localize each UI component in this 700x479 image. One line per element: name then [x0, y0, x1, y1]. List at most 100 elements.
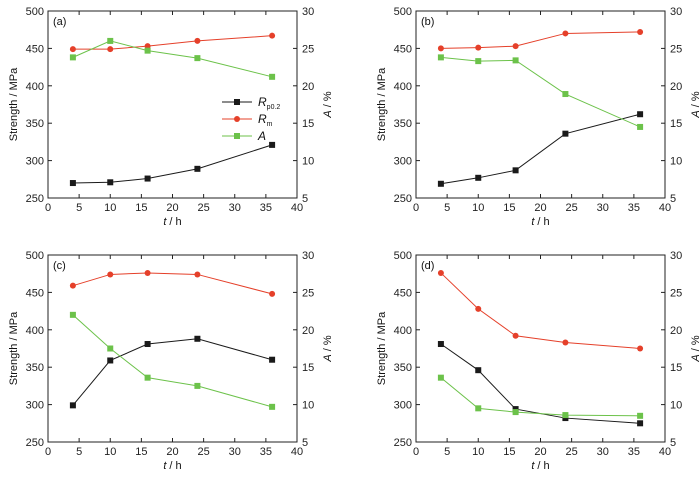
x-axis-title: t / h — [163, 216, 181, 228]
x-tick-label: 30 — [597, 446, 609, 458]
data-point-Rm — [69, 46, 76, 53]
chart-panel-4: 0 5 10 15 20 25 30 35 40 250 300 350 400 450 500 5 10 15 2… — [376, 250, 700, 472]
y-axis-title-left: Strength / MPa — [376, 311, 388, 385]
x-tick-label: 0 — [413, 202, 419, 214]
y-left-tick-label: 350 — [26, 362, 44, 374]
y-axis-title-right: A / % — [322, 91, 334, 119]
y-right-tick-label: 5 — [302, 193, 308, 205]
data-point-A — [437, 374, 444, 381]
y-right-tick-label: 30 — [302, 6, 314, 18]
y-right-tick-label: 20 — [670, 81, 682, 93]
chart-panel-1: 0 5 10 15 20 25 30 35 40 250 300 350 400 450 500 5 10 15 2… — [8, 6, 334, 228]
data-point-Rp0.2 — [69, 402, 76, 409]
legend-marker — [234, 99, 240, 105]
data-point-Rp0.2 — [107, 357, 114, 364]
x-tick-label: 40 — [291, 202, 303, 214]
x-tick-label: 0 — [45, 202, 51, 214]
x-axis-title: t / h — [531, 216, 549, 228]
x-tick-label: 20 — [166, 446, 178, 458]
data-point-Rp0.2 — [512, 167, 519, 174]
y-left-tick-label: 500 — [394, 6, 412, 18]
legend-label: Rp0.2 — [258, 95, 280, 111]
y-left-tick-label: 300 — [26, 400, 44, 412]
y-right-tick-label: 15 — [302, 118, 314, 130]
y-right-tick-label: 5 — [302, 437, 308, 449]
panel-label: (d) — [421, 260, 434, 272]
series-line-A — [72, 40, 273, 78]
legend-marker — [234, 133, 240, 139]
y-left-tick-label: 450 — [394, 43, 412, 55]
y-left-tick-label: 400 — [394, 325, 412, 337]
series-line-A — [440, 56, 641, 128]
plot-frame — [47, 254, 298, 443]
chart-panel-2: 0 5 10 15 20 25 30 35 40 250 300 350 400 450 500 5 10 15 2… — [376, 6, 700, 228]
x-tick-label: 15 — [503, 446, 515, 458]
data-point-Rp0.2 — [269, 141, 276, 148]
legend-label: A — [257, 129, 266, 143]
y-right-tick-label: 15 — [670, 118, 682, 130]
y-right-tick-label: 15 — [302, 362, 314, 374]
y-right-tick-label: 30 — [302, 250, 314, 262]
y-right-tick-label: 5 — [670, 437, 676, 449]
y-right-tick-label: 25 — [670, 43, 682, 55]
y-left-tick-label: 500 — [26, 6, 44, 18]
legend-label: Rm — [258, 112, 273, 128]
y-left-tick-label: 350 — [26, 118, 44, 130]
data-point-A — [512, 57, 519, 64]
plot-frame — [415, 10, 666, 199]
data-point-A — [269, 403, 276, 410]
x-tick-label: 10 — [104, 446, 116, 458]
panel-label: (a) — [53, 16, 66, 28]
legend-marker — [234, 116, 240, 122]
x-tick-label: 25 — [566, 446, 578, 458]
data-point-Rm — [69, 282, 76, 289]
x-tick-label: 0 — [45, 446, 51, 458]
data-point-Rm — [637, 28, 644, 35]
y-left-tick-label: 400 — [26, 325, 44, 337]
data-point-Rp0.2 — [562, 130, 569, 137]
x-tick-label: 10 — [472, 202, 484, 214]
y-left-tick-label: 500 — [26, 250, 44, 262]
x-tick-label: 40 — [659, 202, 671, 214]
y-right-tick-label: 10 — [302, 400, 314, 412]
data-point-Rm — [437, 45, 444, 52]
x-axis-title: t / h — [163, 460, 181, 472]
data-point-Rm — [475, 305, 482, 312]
x-tick-label: 15 — [135, 446, 147, 458]
x-tick-label: 10 — [104, 202, 116, 214]
data-point-Rm — [475, 44, 482, 51]
data-point-Rm — [562, 30, 569, 37]
data-point-Rm — [107, 271, 114, 278]
y-axis-title-right: A / % — [322, 335, 334, 363]
data-point-A — [194, 382, 201, 389]
x-tick-label: 35 — [628, 202, 640, 214]
y-right-tick-label: 25 — [302, 287, 314, 299]
data-point-Rm — [562, 339, 569, 346]
x-tick-label: 5 — [76, 446, 82, 458]
y-right-tick-label: 25 — [670, 287, 682, 299]
series-line-A — [72, 314, 273, 408]
data-point-Rp0.2 — [194, 335, 201, 342]
x-tick-label: 20 — [166, 202, 178, 214]
series-line-Rm — [72, 35, 273, 50]
panel-label: (b) — [421, 16, 434, 28]
x-tick-label: 5 — [444, 202, 450, 214]
y-left-tick-label: 300 — [26, 156, 44, 168]
y-right-tick-label: 15 — [670, 362, 682, 374]
y-left-tick-label: 250 — [394, 193, 412, 205]
x-tick-label: 30 — [229, 202, 241, 214]
data-point-Rp0.2 — [269, 356, 276, 363]
y-axis-title-left: Strength / MPa — [8, 67, 20, 141]
x-tick-label: 40 — [291, 446, 303, 458]
y-left-tick-label: 300 — [394, 156, 412, 168]
series-line-Rp0.2 — [72, 338, 273, 406]
data-point-Rm — [512, 43, 519, 50]
data-point-A — [562, 412, 569, 419]
data-point-Rp0.2 — [437, 180, 444, 187]
data-point-A — [437, 54, 444, 61]
x-tick-label: 15 — [503, 202, 515, 214]
y-axis-title-right: A / % — [690, 335, 700, 363]
y-right-tick-label: 10 — [670, 400, 682, 412]
y-left-tick-label: 350 — [394, 362, 412, 374]
